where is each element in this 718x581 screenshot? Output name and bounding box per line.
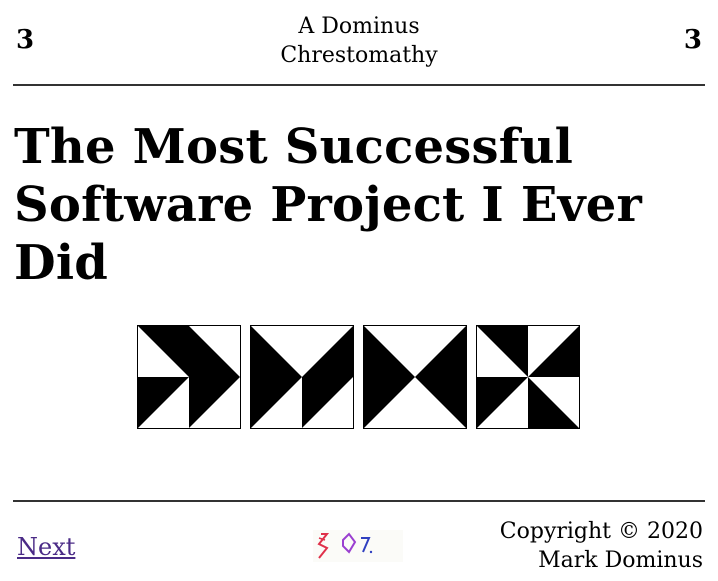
book-title-line-1: A Dominus: [298, 14, 420, 39]
copyright-line-2: Mark Dominus: [538, 548, 703, 573]
site-logo-icon: [313, 530, 403, 562]
pinwheel-tile-1-icon: [137, 325, 241, 429]
footer-divider: [13, 500, 705, 502]
article-title: The Most Successful Software Project I E…: [14, 119, 642, 291]
book-title-line-2: Chrestomathy: [280, 43, 438, 68]
chapter-number-right: 3: [683, 25, 702, 55]
pinwheel-tile-3-icon: [363, 325, 467, 429]
header-divider: [13, 84, 705, 86]
copyright-notice: Copyright © 2020 Mark Dominus: [500, 517, 703, 575]
pinwheel-tile-2-icon: [250, 325, 354, 429]
page-header: 3 A Dominus Chrestomathy 3: [13, 0, 705, 84]
pinwheel-tile-4-icon: [476, 325, 580, 429]
book-title: A Dominus Chrestomathy: [13, 12, 705, 70]
chapter-number-left: 3: [16, 25, 35, 55]
copyright-line-1: Copyright © 2020: [499, 519, 703, 544]
next-link[interactable]: Next: [17, 533, 76, 561]
tile-figure: [137, 325, 580, 429]
